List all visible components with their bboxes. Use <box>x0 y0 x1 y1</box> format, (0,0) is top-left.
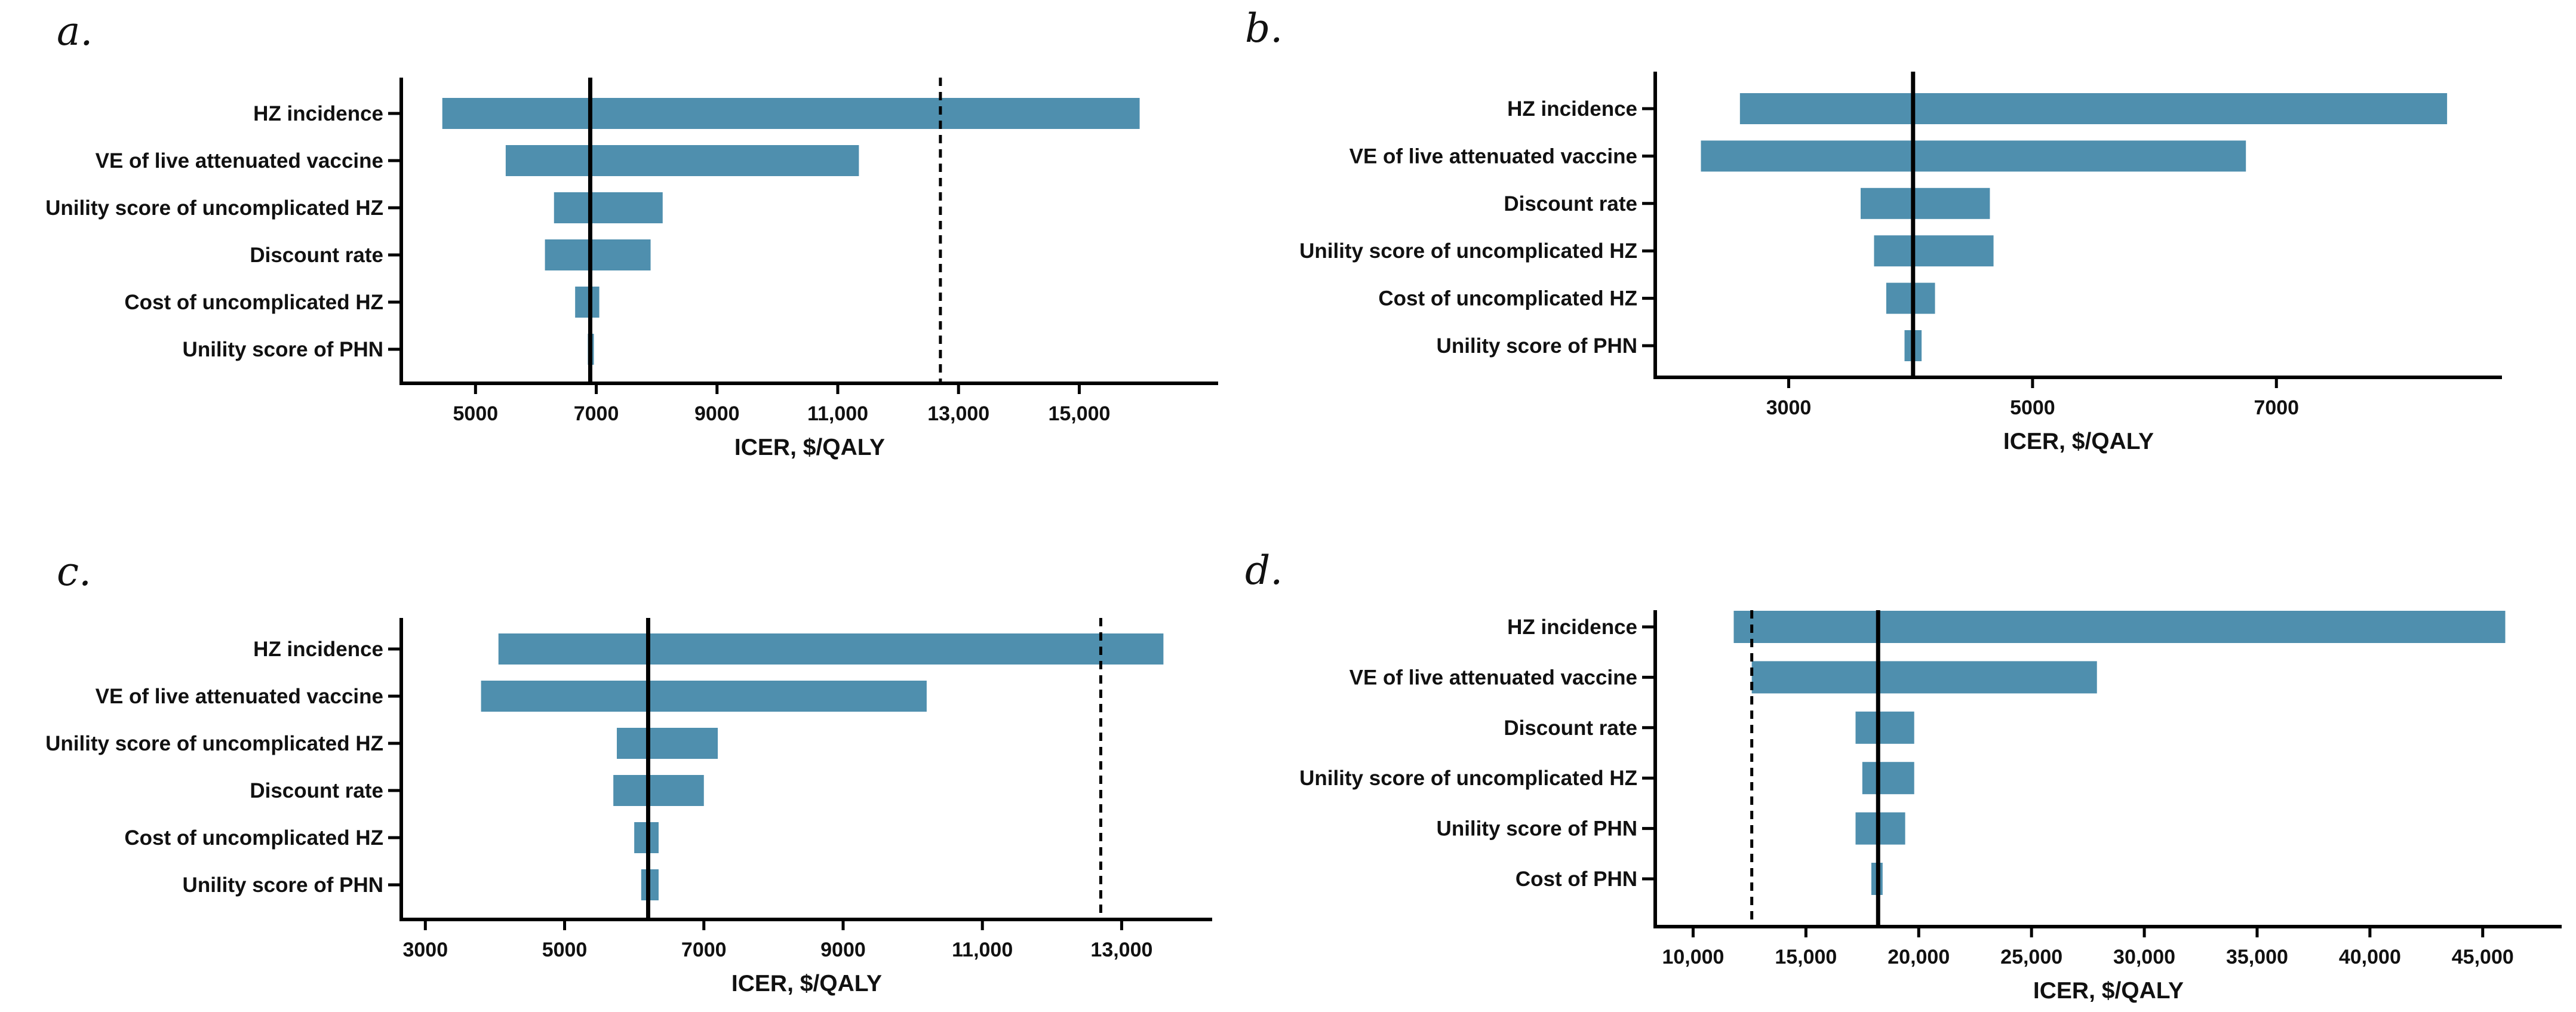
x-tick-label: 25,000 <box>2000 946 2062 968</box>
panel-label: d. <box>1245 547 1283 593</box>
category-label: Unility score of uncomplicated HZ <box>1299 767 1637 790</box>
x-tick-label: 7000 <box>681 939 727 961</box>
x-axis-title: ICER, $/QALY <box>2033 978 2184 1004</box>
panel-label: b. <box>1245 5 1283 51</box>
bar <box>1862 762 1914 795</box>
bar <box>498 633 1164 665</box>
category-label: VE of live attenuated vaccine <box>1350 144 1637 168</box>
category-label: Cost of uncomplicated HZ <box>124 291 383 314</box>
bar <box>554 192 663 223</box>
bar <box>505 145 859 176</box>
panel-label: c. <box>57 549 91 595</box>
x-tick-label: 15,000 <box>1048 402 1110 425</box>
x-tick-label: 7000 <box>574 402 619 425</box>
x-axis-title: ICER, $/QALY <box>2003 429 2154 454</box>
category-label: Discount rate <box>1504 192 1637 216</box>
bar <box>1886 282 1935 314</box>
category-label: Discount rate <box>250 244 383 267</box>
bar <box>1751 661 2097 694</box>
x-tick-label: 13,000 <box>927 402 989 425</box>
x-tick-label: 11,000 <box>952 939 1013 961</box>
bar <box>1855 812 1905 845</box>
x-tick-label: 30,000 <box>2113 946 2175 968</box>
x-tick-label: 3000 <box>402 939 448 961</box>
x-tick-label: 15,000 <box>1775 946 1837 968</box>
x-tick-label: 9000 <box>820 939 866 961</box>
bar <box>481 681 927 712</box>
category-label: Unility score of PHN <box>183 338 383 361</box>
x-tick-label: 40,000 <box>2339 946 2401 968</box>
bar <box>1701 140 2246 172</box>
panel-label: a. <box>57 8 93 54</box>
x-tick-label: 35,000 <box>2226 946 2288 968</box>
panel-c: c. HZ incidence VE of live attenuated vacc… <box>45 549 1212 996</box>
bar <box>1860 187 1990 219</box>
category-label: HZ incidence <box>1507 97 1637 121</box>
x-tick-label: 13,000 <box>1090 939 1152 961</box>
bar <box>442 98 1140 129</box>
category-label: Unility score of PHN <box>183 873 383 897</box>
category-label: HZ incidence <box>1507 616 1637 639</box>
category-label: Cost of uncomplicated HZ <box>1378 287 1637 310</box>
x-tick-label: 5000 <box>2010 396 2055 419</box>
panel-b: b. HZ incidence VE of live attenuated vacc… <box>1245 5 2502 454</box>
x-tick-label: 5000 <box>542 939 588 961</box>
category-label: Unility score of uncomplicated HZ <box>45 732 383 755</box>
category-label: Cost of uncomplicated HZ <box>124 826 383 850</box>
x-tick-label: 5000 <box>453 402 499 425</box>
x-axis-title: ICER, $/QALY <box>731 971 882 996</box>
category-label: VE of live attenuated vaccine <box>1350 666 1637 689</box>
bar <box>545 239 651 270</box>
panel-d: d. HZ incidence VE of live attenuated vacc… <box>1245 547 2562 1004</box>
bar <box>1739 93 2448 124</box>
x-tick-label: 3000 <box>1766 396 1812 419</box>
x-tick-label: 9000 <box>694 402 740 425</box>
category-label: Unility score of PHN <box>1437 334 1637 358</box>
category-label: Cost of PHN <box>1516 868 1637 891</box>
x-tick-label: 20,000 <box>1888 946 1950 968</box>
category-label: Unility score of uncomplicated HZ <box>45 196 383 220</box>
panel-a: a. HZ incidence VE of live attenuated vacc… <box>45 8 1218 460</box>
x-tick-label: 10,000 <box>1662 946 1724 968</box>
category-label: Discount rate <box>250 779 383 802</box>
category-label: VE of live attenuated vaccine <box>96 685 383 708</box>
bar <box>1733 611 2506 643</box>
bar <box>613 775 704 806</box>
category-label: VE of live attenuated vaccine <box>96 149 383 173</box>
category-label: Unility score of uncomplicated HZ <box>1299 239 1637 263</box>
x-axis-title: ICER, $/QALY <box>734 435 885 460</box>
bar <box>1855 711 1914 744</box>
category-label: Discount rate <box>1504 716 1637 740</box>
bar <box>575 287 600 318</box>
bar <box>1874 235 1994 267</box>
category-label: HZ incidence <box>253 638 383 661</box>
category-label: Unility score of PHN <box>1437 817 1637 841</box>
category-label: HZ incidence <box>253 102 383 125</box>
x-tick-label: 7000 <box>2254 396 2299 419</box>
x-tick-label: 11,000 <box>807 402 868 425</box>
bar <box>616 728 718 759</box>
x-tick-label: 45,000 <box>2452 946 2514 968</box>
